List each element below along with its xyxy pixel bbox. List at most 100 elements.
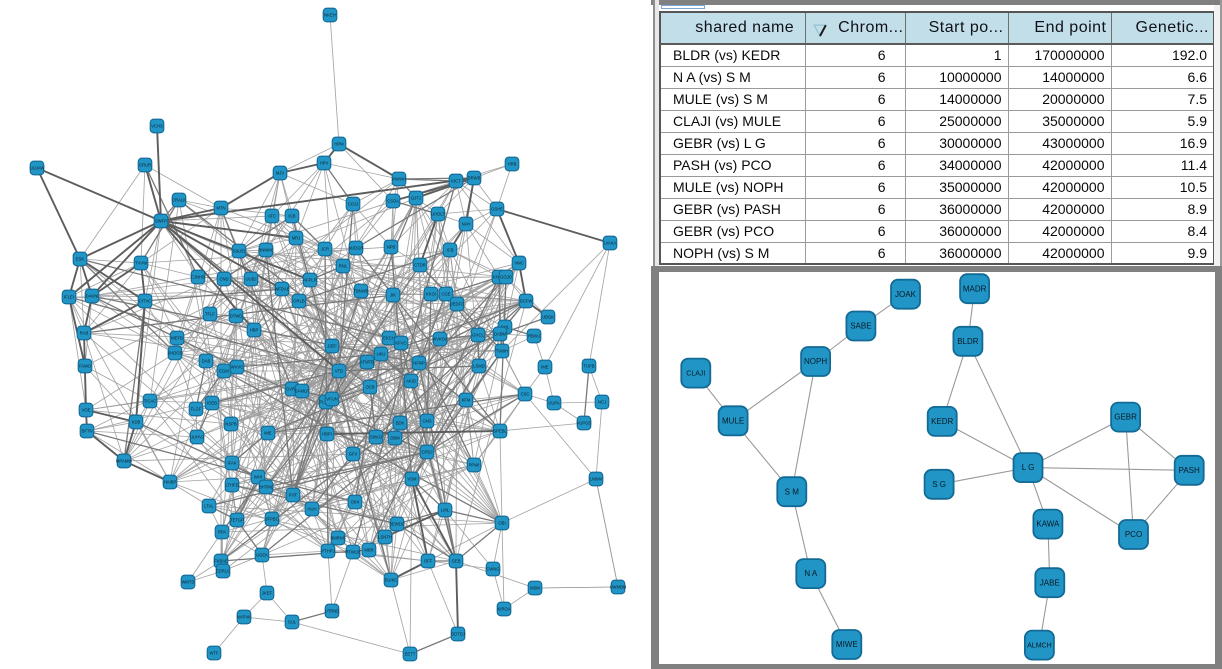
svg-text:TVVW: TVVW bbox=[135, 261, 147, 266]
svg-text:DAB: DAB bbox=[202, 359, 211, 364]
svg-text:CLAJI: CLAJI bbox=[686, 371, 705, 378]
svg-text:TVWH: TVWH bbox=[496, 349, 508, 354]
svg-text:S G: S G bbox=[932, 480, 946, 489]
svg-text:FAMO: FAMO bbox=[79, 364, 92, 369]
svg-text:HPM: HPM bbox=[334, 142, 344, 147]
svg-text:HUH: HUH bbox=[307, 507, 316, 512]
svg-text:LNIMV: LNIMV bbox=[590, 477, 603, 482]
svg-text:VOE: VOE bbox=[82, 408, 91, 413]
svg-text:IME: IME bbox=[264, 431, 272, 436]
svg-text:NFNP: NFNP bbox=[413, 361, 425, 366]
svg-text:NCJ: NCJ bbox=[598, 400, 606, 405]
svg-text:GJTJ: GJTJ bbox=[411, 196, 421, 201]
svg-text:VNHKH: VNHKH bbox=[392, 177, 407, 182]
svg-text:UUHVJ: UUHVJ bbox=[190, 435, 204, 440]
svg-text:LSNTH: LSNTH bbox=[378, 535, 392, 540]
svg-text:VFUN: VFUN bbox=[326, 397, 337, 402]
svg-text:NPB: NPB bbox=[387, 245, 396, 250]
svg-text:MPAMW: MPAMW bbox=[116, 459, 132, 464]
svg-text:KEDR: KEDR bbox=[931, 417, 953, 426]
svg-text:L G: L G bbox=[1022, 463, 1035, 472]
svg-text:KFVC: KFVC bbox=[395, 341, 406, 346]
svg-text:LSMD: LSMD bbox=[473, 364, 485, 369]
svg-text:GNS: GNS bbox=[422, 419, 431, 424]
svg-text:CGE: CGE bbox=[441, 292, 450, 297]
svg-text:GFV: GFV bbox=[349, 452, 358, 457]
svg-text:SHDOD: SHDOD bbox=[167, 351, 182, 356]
svg-text:DAKNI: DAKNI bbox=[86, 294, 99, 299]
svg-text:IFAK: IFAK bbox=[227, 461, 236, 466]
svg-text:PTHPJ: PTHPJ bbox=[321, 549, 334, 554]
svg-text:MRJ: MRJ bbox=[292, 236, 301, 241]
svg-text:LTAL: LTAL bbox=[204, 504, 214, 509]
svg-text:WHI: WHI bbox=[254, 475, 262, 480]
svg-text:GEBR: GEBR bbox=[1114, 413, 1137, 422]
svg-text:ESK: ESK bbox=[76, 257, 85, 262]
svg-text:SSUEI: SSUEI bbox=[233, 249, 246, 254]
svg-text:CTDR: CTDR bbox=[414, 263, 426, 268]
svg-text:RNNMC: RNNMC bbox=[258, 248, 274, 253]
svg-text:SABE: SABE bbox=[850, 322, 871, 331]
svg-text:CWNG: CWNG bbox=[486, 567, 499, 572]
svg-text:VSM: VSM bbox=[407, 477, 417, 482]
svg-text:WVVC: WVVC bbox=[231, 365, 244, 370]
svg-text:RNL: RNL bbox=[339, 264, 348, 269]
svg-text:BDK: BDK bbox=[396, 421, 405, 426]
svg-text:JKEF: JKEF bbox=[262, 591, 273, 596]
svg-text:S M: S M bbox=[785, 487, 800, 496]
svg-text:IFLEI: IFLEI bbox=[64, 295, 74, 300]
svg-text:NAH: NAH bbox=[462, 222, 471, 227]
svg-text:MBR: MBR bbox=[364, 548, 373, 553]
svg-text:LML: LML bbox=[441, 508, 450, 513]
svg-text:RTWUE: RTWUE bbox=[345, 550, 360, 555]
svg-text:MIWE: MIWE bbox=[836, 640, 858, 649]
svg-text:MULE: MULE bbox=[722, 416, 744, 425]
svg-text:N A: N A bbox=[804, 569, 818, 578]
svg-text:AKID: AKID bbox=[406, 379, 416, 384]
svg-text:BEWDC: BEWDC bbox=[389, 522, 405, 527]
svg-text:RBWJ: RBWJ bbox=[528, 334, 540, 339]
svg-text:GOJO: GOJO bbox=[500, 275, 513, 280]
svg-text:HBPI: HBPI bbox=[322, 432, 332, 437]
svg-text:BFTN: BFTN bbox=[82, 429, 93, 434]
svg-text:ALMCH: ALMCH bbox=[1027, 643, 1052, 650]
svg-text:EETT: EETT bbox=[405, 652, 416, 657]
svg-text:UUJAW: UUJAW bbox=[30, 166, 45, 171]
svg-text:IME: IME bbox=[541, 365, 549, 370]
svg-text:HRB: HRB bbox=[508, 162, 517, 167]
svg-text:SIWJJ: SIWJJ bbox=[370, 435, 382, 440]
svg-text:AFPLR: AFPLR bbox=[303, 278, 317, 283]
svg-text:NSPB: NSPB bbox=[225, 422, 237, 427]
svg-text:ATMTB: ATMTB bbox=[360, 360, 374, 365]
svg-text:DDTDJ: DDTDJ bbox=[451, 632, 465, 637]
svg-text:UWMBM: UWMBM bbox=[610, 585, 627, 590]
svg-text:DBM: DBM bbox=[390, 436, 400, 441]
svg-text:IOEB: IOEB bbox=[207, 401, 217, 406]
svg-text:JFPBC: JFPBC bbox=[265, 517, 278, 522]
svg-text:LVAKA: LVAKA bbox=[604, 241, 617, 246]
svg-text:ATC: ATC bbox=[268, 214, 276, 219]
svg-text:HPV: HPV bbox=[320, 161, 329, 166]
svg-text:NOPH: NOPH bbox=[804, 357, 827, 366]
svg-text:ICB: ICB bbox=[447, 248, 454, 253]
svg-text:MSM: MSM bbox=[530, 586, 540, 591]
svg-text:UUBJ: UUBJ bbox=[246, 277, 257, 282]
svg-text:JJEF: JJEF bbox=[327, 344, 337, 349]
svg-text:NVPVK: NVPVK bbox=[237, 615, 251, 620]
svg-text:SAMLP: SAMLP bbox=[295, 389, 309, 394]
svg-text:BHTML: BHTML bbox=[259, 485, 274, 490]
svg-text:OBI: OBI bbox=[498, 521, 505, 526]
svg-text:TICAC: TICAC bbox=[144, 399, 157, 404]
svg-text:VCHS: VCHS bbox=[151, 124, 163, 129]
svg-text:MEFB: MEFB bbox=[171, 336, 183, 341]
svg-text:GHCL: GHCL bbox=[472, 333, 484, 338]
svg-text:MJDGR: MJDGR bbox=[349, 246, 364, 251]
svg-text:TUPB: TUPB bbox=[583, 364, 594, 369]
svg-text:FKBAE: FKBAE bbox=[214, 559, 228, 564]
svg-text:PASH: PASH bbox=[1179, 466, 1200, 475]
svg-text:NKEH: NKEH bbox=[324, 13, 336, 18]
svg-text:WVKOA: WVKOA bbox=[432, 337, 448, 342]
svg-text:DRWB: DRWB bbox=[468, 176, 481, 181]
svg-text:EUIKC: EUIKC bbox=[385, 578, 398, 583]
svg-text:GVRH: GVRH bbox=[286, 387, 298, 392]
